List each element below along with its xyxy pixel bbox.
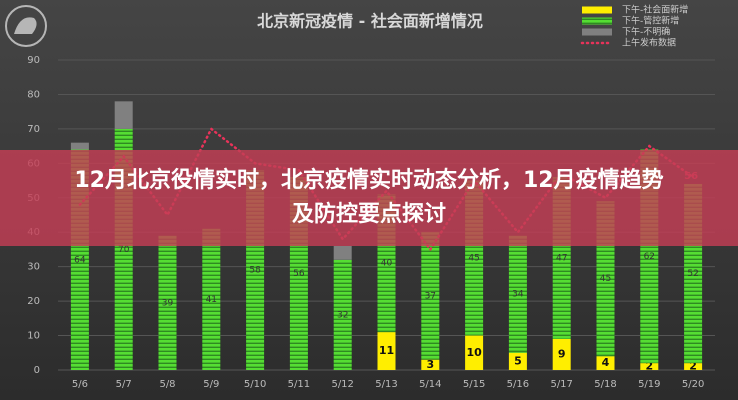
y-tick-label: 30 <box>27 262 40 273</box>
legend-label: 下午-社会面新增 <box>622 4 688 16</box>
bar-segment <box>377 332 396 370</box>
data-label: 45 <box>600 274 611 284</box>
bar-segment <box>508 235 527 353</box>
data-label: 2 <box>689 360 697 373</box>
y-tick-label: 0 <box>34 365 40 376</box>
data-label: 62 <box>644 252 655 262</box>
data-label: 70 <box>118 245 130 255</box>
y-tick-label: 70 <box>27 124 40 135</box>
data-label: 34 <box>512 290 524 300</box>
x-tick-label: 5/7 <box>116 379 132 390</box>
y-tick-label: 90 <box>27 55 40 66</box>
legend-label: 上午发布数据 <box>622 37 676 49</box>
y-tick-label: 20 <box>27 296 40 307</box>
banner-text: 12月北京役情实时，北京疫情实时动态分析，12月疫情趋势及防控要点探讨 <box>74 168 664 227</box>
data-label: 39 <box>162 298 174 308</box>
x-tick-label: 5/12 <box>331 379 353 390</box>
data-label: 2 <box>645 360 653 373</box>
data-label: 64 <box>74 255 86 265</box>
data-label: 41 <box>206 295 217 305</box>
legend-label: 下午-管控新增 <box>622 15 679 27</box>
x-tick-label: 5/8 <box>159 379 175 390</box>
x-tick-label: 5/18 <box>594 379 616 390</box>
y-tick-label: 10 <box>27 331 40 342</box>
bar-segment <box>333 246 352 260</box>
bar-segment <box>114 101 133 129</box>
y-tick-label: 80 <box>27 89 40 100</box>
data-label: 3 <box>426 358 434 371</box>
chart-title: 北京新冠疫情 - 社会面新增情况 <box>257 12 483 31</box>
data-label: 10 <box>466 346 482 359</box>
banner: 12月北京役情实时，北京疫情实时动态分析，12月疫情趋势及防控要点探讨 <box>0 150 738 246</box>
data-label: 9 <box>558 348 566 361</box>
bar-segment <box>333 259 352 370</box>
data-label: 5 <box>514 354 522 367</box>
x-tick-label: 5/15 <box>463 379 485 390</box>
legend-swatch <box>582 17 612 25</box>
x-tick-label: 5/6 <box>72 379 88 390</box>
x-tick-label: 5/14 <box>419 379 441 390</box>
bar-segment <box>552 339 571 370</box>
x-tick-label: 5/13 <box>375 379 397 390</box>
legend-swatch <box>582 6 612 14</box>
legend-label: 下午-不明确 <box>622 26 670 38</box>
data-label: 32 <box>337 310 348 320</box>
bar-segment <box>158 235 177 370</box>
x-tick-label: 5/11 <box>288 379 310 390</box>
bar-segment <box>202 228 221 370</box>
bar-segment <box>421 359 440 370</box>
bar-segment <box>684 363 703 370</box>
data-label: 4 <box>602 356 610 369</box>
data-label: 56 <box>293 269 305 279</box>
data-label: 40 <box>381 259 393 269</box>
data-label: 45 <box>468 254 479 264</box>
x-tick-label: 5/16 <box>507 379 529 390</box>
bar-segment <box>70 142 89 150</box>
data-label: 37 <box>425 291 436 301</box>
data-label: 11 <box>379 344 394 357</box>
x-tick-label: 5/20 <box>682 379 704 390</box>
x-tick-label: 5/9 <box>203 379 219 390</box>
bar-segment <box>640 363 659 370</box>
bar-segment <box>421 232 440 360</box>
x-tick-label: 5/17 <box>550 379 572 390</box>
x-tick-label: 5/10 <box>244 379 266 390</box>
bar-segment <box>508 352 527 370</box>
data-label: 52 <box>687 269 698 279</box>
bar-segment <box>596 356 615 370</box>
data-label: 47 <box>556 254 567 264</box>
bar-segment <box>465 335 484 370</box>
x-tick-label: 5/19 <box>638 379 660 390</box>
data-label: 58 <box>249 266 261 276</box>
legend-swatch <box>582 28 612 36</box>
logo <box>5 5 47 47</box>
